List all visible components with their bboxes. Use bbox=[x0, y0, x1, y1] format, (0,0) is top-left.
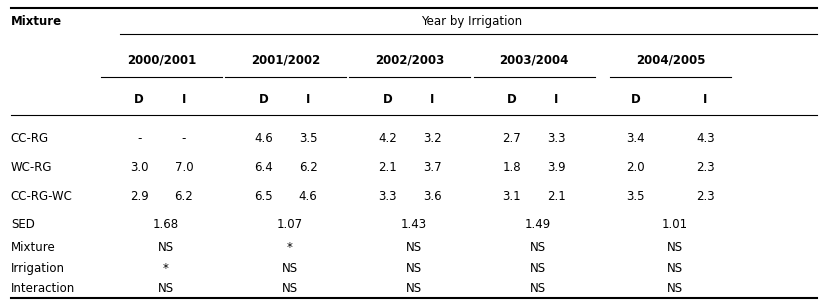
Text: 2.0: 2.0 bbox=[626, 161, 644, 174]
Text: 6.4: 6.4 bbox=[254, 161, 272, 174]
Text: 1.43: 1.43 bbox=[400, 218, 427, 232]
Text: NS: NS bbox=[157, 282, 174, 295]
Text: NS: NS bbox=[666, 282, 682, 295]
Text: D: D bbox=[258, 92, 268, 106]
Text: 3.9: 3.9 bbox=[547, 161, 565, 174]
Text: NS: NS bbox=[405, 282, 422, 295]
Text: *: * bbox=[286, 241, 293, 254]
Text: Irrigation: Irrigation bbox=[11, 262, 65, 275]
Text: NS: NS bbox=[157, 241, 174, 254]
Text: Interaction: Interaction bbox=[11, 282, 75, 295]
Text: 2.7: 2.7 bbox=[502, 132, 520, 146]
Text: 2000/2001: 2000/2001 bbox=[127, 54, 196, 67]
Text: *: * bbox=[162, 262, 169, 275]
Text: 3.0: 3.0 bbox=[130, 161, 148, 174]
Text: Year by Irrigation: Year by Irrigation bbox=[421, 14, 522, 28]
Text: 3.2: 3.2 bbox=[423, 132, 441, 146]
Text: 2004/2005: 2004/2005 bbox=[635, 54, 705, 67]
Text: 4.3: 4.3 bbox=[696, 132, 714, 146]
Text: D: D bbox=[382, 92, 392, 106]
Text: I: I bbox=[429, 92, 434, 106]
Text: 2.3: 2.3 bbox=[696, 190, 714, 203]
Text: CC-RG: CC-RG bbox=[11, 132, 49, 146]
Text: NS: NS bbox=[666, 262, 682, 275]
Text: NS: NS bbox=[529, 262, 546, 275]
Text: 3.3: 3.3 bbox=[547, 132, 565, 146]
Text: 3.5: 3.5 bbox=[626, 190, 644, 203]
Text: 1.8: 1.8 bbox=[502, 161, 520, 174]
Text: 1.49: 1.49 bbox=[524, 218, 551, 232]
Text: 2002/2003: 2002/2003 bbox=[375, 54, 444, 67]
Text: 3.6: 3.6 bbox=[423, 190, 441, 203]
Text: 6.2: 6.2 bbox=[174, 190, 193, 203]
Text: 4.6: 4.6 bbox=[254, 132, 272, 146]
Text: SED: SED bbox=[11, 218, 35, 232]
Text: 2.1: 2.1 bbox=[378, 161, 396, 174]
Text: NS: NS bbox=[281, 262, 298, 275]
Text: NS: NS bbox=[529, 282, 546, 295]
Text: -: - bbox=[181, 132, 186, 146]
Text: NS: NS bbox=[666, 241, 682, 254]
Text: CC-RG-WC: CC-RG-WC bbox=[11, 190, 73, 203]
Text: NS: NS bbox=[405, 241, 422, 254]
Text: 3.5: 3.5 bbox=[299, 132, 317, 146]
Text: 4.2: 4.2 bbox=[378, 132, 396, 146]
Text: D: D bbox=[630, 92, 640, 106]
Text: 1.07: 1.07 bbox=[276, 218, 303, 232]
Text: 6.5: 6.5 bbox=[254, 190, 272, 203]
Text: Mixture: Mixture bbox=[11, 14, 62, 28]
Text: WC-RG: WC-RG bbox=[11, 161, 52, 174]
Text: 2.9: 2.9 bbox=[130, 190, 148, 203]
Text: 2.1: 2.1 bbox=[547, 190, 565, 203]
Text: NS: NS bbox=[529, 241, 546, 254]
Text: 4.6: 4.6 bbox=[299, 190, 317, 203]
Text: I: I bbox=[181, 92, 186, 106]
Text: 1.01: 1.01 bbox=[661, 218, 687, 232]
Text: 1.68: 1.68 bbox=[152, 218, 179, 232]
Text: I: I bbox=[553, 92, 558, 106]
Text: NS: NS bbox=[281, 282, 298, 295]
Text: 2001/2002: 2001/2002 bbox=[251, 54, 320, 67]
Text: 7.0: 7.0 bbox=[174, 161, 193, 174]
Text: Mixture: Mixture bbox=[11, 241, 55, 254]
Text: I: I bbox=[702, 92, 707, 106]
Text: 3.1: 3.1 bbox=[502, 190, 520, 203]
Text: NS: NS bbox=[405, 262, 422, 275]
Text: D: D bbox=[506, 92, 516, 106]
Text: I: I bbox=[305, 92, 310, 106]
Text: -: - bbox=[136, 132, 141, 146]
Text: 3.4: 3.4 bbox=[626, 132, 644, 146]
Text: D: D bbox=[134, 92, 144, 106]
Text: 2.3: 2.3 bbox=[696, 161, 714, 174]
Text: 3.7: 3.7 bbox=[423, 161, 441, 174]
Text: 2003/2004: 2003/2004 bbox=[499, 54, 568, 67]
Text: 3.3: 3.3 bbox=[378, 190, 396, 203]
Text: 6.2: 6.2 bbox=[299, 161, 317, 174]
